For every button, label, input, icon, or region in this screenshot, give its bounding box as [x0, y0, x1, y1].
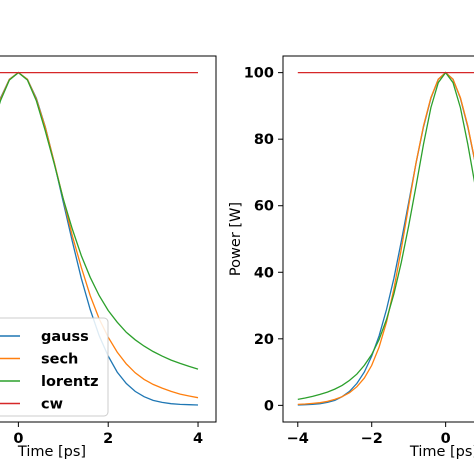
right-y-tick-label: 0	[264, 398, 274, 414]
right-series-group	[297, 71, 474, 406]
left-x-tick-label: 2	[103, 431, 113, 447]
right-y-tick-label: 20	[254, 332, 274, 348]
left-x-tick-label: 0	[13, 431, 23, 447]
left-legend-box	[0, 317, 109, 417]
left-legend: gauss sech lorentz cw	[0, 317, 109, 417]
right-y-axis-label: Power [W]	[228, 202, 244, 276]
right-series-sech-line	[297, 71, 474, 406]
left-legend-label-gauss: gauss	[41, 329, 89, 345]
right-y-tick-label: 100	[244, 66, 274, 82]
left-chart-panel: 0 2 4 Time [ps] gauss sech lorentz cw	[0, 55, 217, 460]
right-series-lorentz-line	[297, 71, 474, 401]
left-x-tick-label: 4	[193, 431, 203, 447]
right-y-tick-label: 60	[254, 199, 274, 215]
left-axes-frame	[0, 55, 217, 423]
right-series-gauss-line	[297, 71, 474, 406]
right-x-tick-label: −4	[287, 431, 309, 447]
right-x-tick-label: −2	[361, 431, 383, 447]
left-legend-label-sech: sech	[41, 352, 78, 368]
right-y-tick-label: 40	[254, 265, 274, 281]
left-legend-label-lorentz: lorentz	[41, 374, 99, 390]
left-series-lorentz-line	[0, 71, 199, 370]
right-x-tick-label: 0	[441, 431, 451, 447]
right-y-tick-label: 80	[254, 132, 274, 148]
right-axes-frame	[282, 55, 474, 423]
right-x-axis-label: Time [ps]	[409, 444, 474, 460]
left-series-group	[0, 71, 199, 406]
right-chart-panel: −4 −2 0 0 20 40 60 80 100 Time [ps] Power [W]	[228, 55, 474, 460]
left-x-axis-label: Time [ps]	[17, 444, 86, 460]
left-legend-label-cw: cw	[41, 397, 63, 413]
